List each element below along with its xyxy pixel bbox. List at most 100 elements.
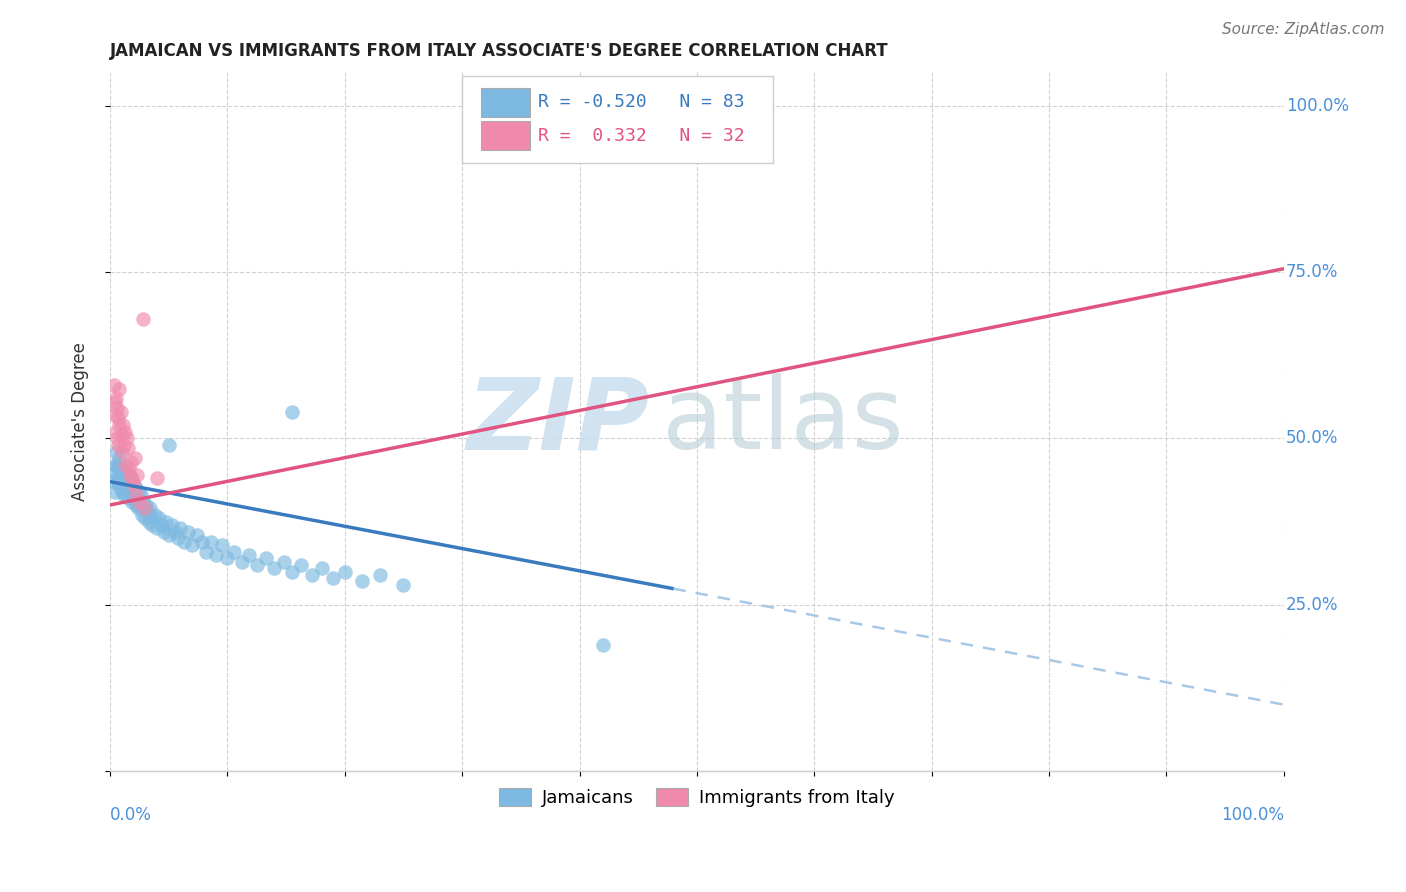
Point [132, 501, 155, 516]
Point [125, 488, 148, 502]
Point [120, 488, 142, 502]
Point [105, 458, 128, 472]
Point [273, 555, 295, 569]
Point [150, 517, 173, 532]
Text: Source: ZipAtlas.com: Source: ZipAtlas.com [1222, 22, 1385, 37]
FancyBboxPatch shape [481, 87, 530, 117]
Point [108, 418, 131, 433]
Point [117, 442, 139, 456]
Point [118, 484, 141, 499]
Point [115, 432, 138, 446]
Point [204, 548, 226, 562]
Point [141, 511, 163, 525]
Point [146, 471, 169, 485]
Point [118, 475, 141, 489]
Point [132, 494, 155, 508]
Point [322, 571, 344, 585]
Point [186, 528, 208, 542]
Point [281, 405, 304, 419]
Point [131, 508, 153, 522]
Point [111, 465, 134, 479]
Point [121, 494, 143, 508]
Point [352, 574, 374, 589]
Text: 100.0%: 100.0% [1286, 96, 1348, 115]
Point [103, 475, 125, 489]
Point [104, 465, 127, 479]
Point [190, 534, 212, 549]
FancyBboxPatch shape [463, 76, 773, 163]
Point [143, 508, 166, 522]
Point [114, 471, 136, 485]
Point [141, 517, 163, 532]
Point [173, 534, 195, 549]
Point [148, 511, 170, 525]
Point [124, 451, 146, 466]
Point [281, 565, 304, 579]
Point [104, 425, 127, 439]
Point [231, 555, 253, 569]
Text: atlas: atlas [662, 373, 903, 470]
Point [105, 401, 128, 416]
Point [167, 531, 190, 545]
Point [134, 501, 156, 516]
Point [114, 458, 136, 472]
Point [157, 528, 180, 542]
Point [181, 538, 204, 552]
Point [111, 484, 134, 499]
Point [112, 438, 135, 452]
Point [104, 484, 127, 499]
Point [103, 378, 125, 392]
Point [110, 405, 132, 419]
Point [111, 428, 134, 442]
Point [110, 468, 132, 483]
Point [124, 488, 146, 502]
Point [115, 478, 138, 492]
Point [107, 438, 129, 452]
Point [117, 468, 139, 483]
Point [107, 411, 129, 425]
Point [136, 505, 159, 519]
Point [112, 475, 135, 489]
Point [368, 567, 391, 582]
Point [139, 501, 162, 516]
Point [162, 517, 184, 532]
Point [125, 481, 148, 495]
Point [125, 498, 148, 512]
Point [111, 418, 134, 433]
Point [112, 488, 135, 502]
Point [107, 475, 129, 489]
Point [195, 544, 218, 558]
Point [333, 565, 356, 579]
Text: 25.0%: 25.0% [1286, 596, 1339, 614]
Point [105, 471, 128, 485]
Text: ZIP: ZIP [467, 373, 650, 470]
Point [224, 544, 246, 558]
Point [111, 471, 134, 485]
Point [157, 438, 180, 452]
Point [114, 425, 136, 439]
Point [107, 461, 129, 475]
Point [127, 501, 149, 516]
Point [134, 511, 156, 525]
Point [111, 444, 134, 458]
Point [120, 455, 142, 469]
Point [146, 521, 169, 535]
Point [125, 491, 148, 506]
Point [301, 567, 323, 582]
Point [120, 471, 142, 485]
Point [104, 444, 127, 458]
Text: R =  0.332   N = 32: R = 0.332 N = 32 [538, 127, 745, 145]
Point [169, 521, 191, 535]
Point [138, 515, 160, 529]
Point [311, 561, 333, 575]
Text: R = -0.520   N = 83: R = -0.520 N = 83 [538, 94, 745, 112]
Point [217, 551, 239, 566]
Y-axis label: Associate's Degree: Associate's Degree [72, 343, 89, 501]
Point [163, 524, 186, 539]
Point [153, 524, 176, 539]
Point [117, 491, 139, 506]
Point [118, 461, 141, 475]
Point [246, 558, 269, 572]
Point [155, 515, 177, 529]
Point [211, 538, 233, 552]
